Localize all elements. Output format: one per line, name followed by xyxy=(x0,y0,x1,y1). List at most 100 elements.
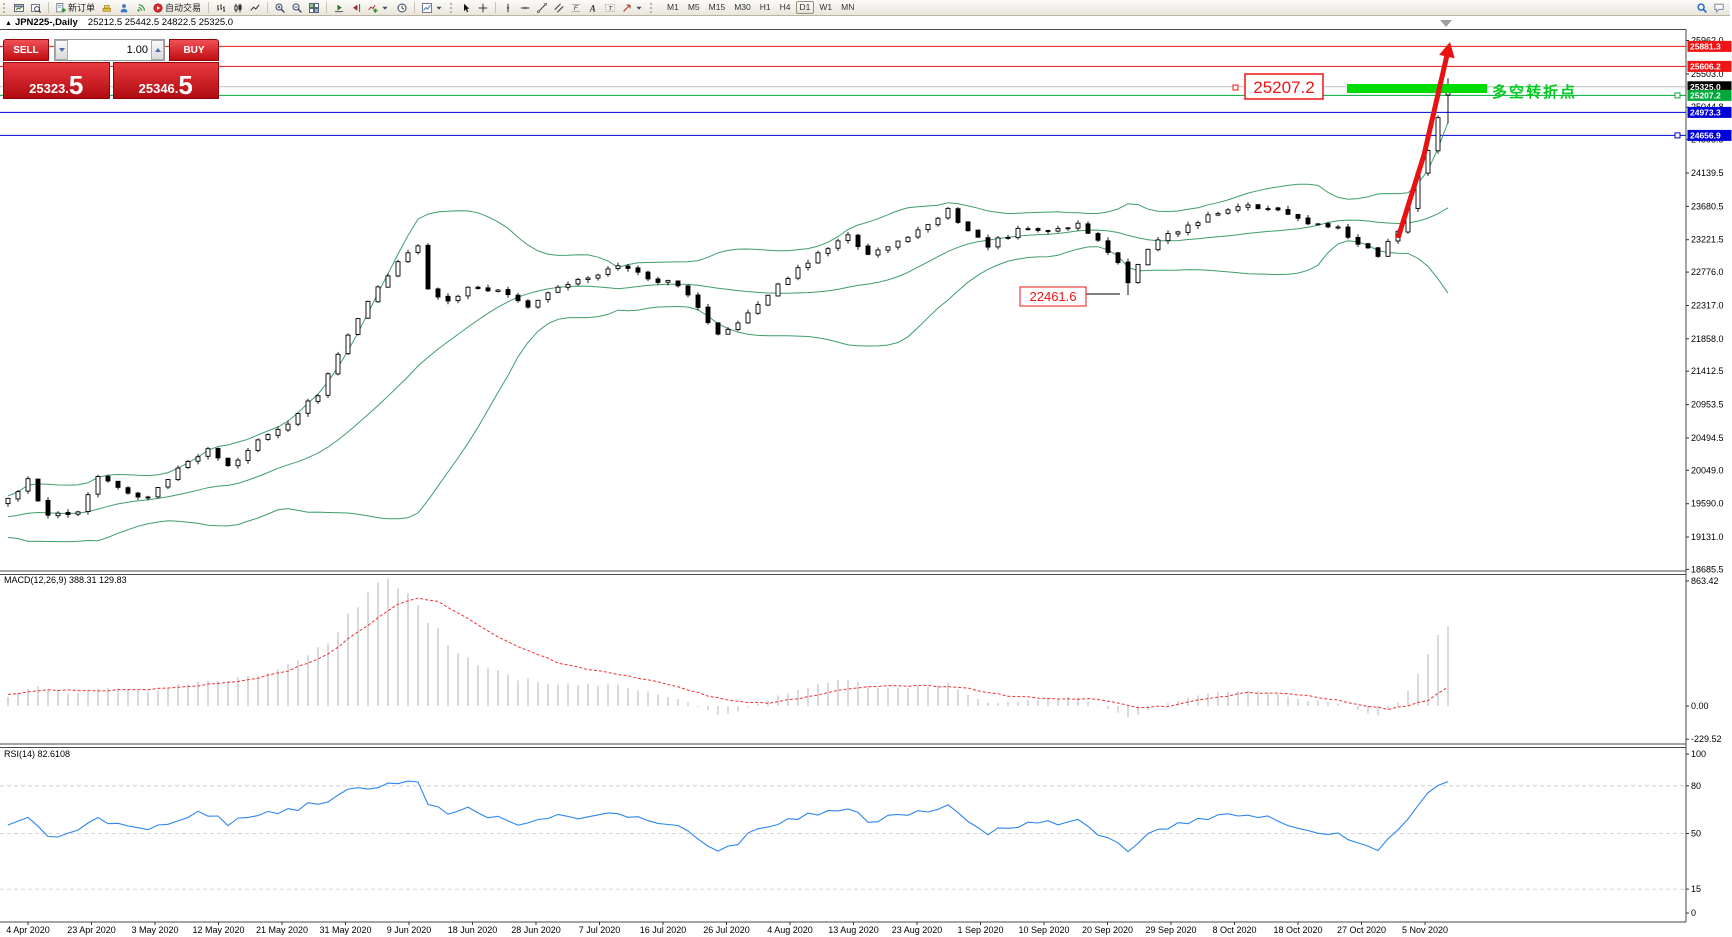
chat-button[interactable] xyxy=(1712,2,1726,14)
zoom-out-button[interactable] xyxy=(290,2,304,14)
data-window-button[interactable] xyxy=(29,2,43,14)
timeframe-mn[interactable]: MN xyxy=(841,2,855,12)
timeframe-w1[interactable]: W1 xyxy=(819,2,833,12)
line-chart-icon xyxy=(250,3,260,13)
tile-windows-button[interactable] xyxy=(307,2,321,14)
add-indicator-button[interactable] xyxy=(366,2,392,14)
latest-bar-marker xyxy=(1440,20,1452,27)
toolbar-grip xyxy=(3,2,8,13)
signals-button[interactable] xyxy=(134,2,148,14)
volume-spinner xyxy=(54,39,165,61)
volume-increase-button[interactable] xyxy=(151,40,164,60)
period-button[interactable] xyxy=(395,2,409,14)
autotrading-button[interactable]: 自动交易 xyxy=(151,2,203,14)
svg-text:18685.5: 18685.5 xyxy=(1691,564,1724,574)
line-chart-button[interactable] xyxy=(248,2,262,14)
candlestick-chart-icon xyxy=(233,3,243,13)
buy-price[interactable]: 25346. 5 xyxy=(112,62,219,99)
toolbar-grip xyxy=(450,2,455,13)
sell-price[interactable]: 25323. 5 xyxy=(3,62,110,99)
chart-shift-icon xyxy=(351,3,361,13)
separator xyxy=(267,2,269,13)
toolbar: 新订单 自动交易 F A T M1 M5 M15 M30 H1 H4 D1 W1 MN xyxy=(0,0,1730,16)
svg-text:28 Jun 2020: 28 Jun 2020 xyxy=(511,925,561,935)
sell-button[interactable]: SELL xyxy=(3,39,49,61)
candlestick-chart-button[interactable] xyxy=(231,2,245,14)
auto-scroll-icon xyxy=(334,3,344,13)
zoom-in-button[interactable] xyxy=(273,2,287,14)
gold-icon xyxy=(102,3,112,13)
rsi-line xyxy=(7,780,1449,853)
crosshair-icon xyxy=(478,3,488,13)
pane-borders xyxy=(0,29,1687,923)
svg-text:23 Apr 2020: 23 Apr 2020 xyxy=(67,925,116,935)
svg-text:25881.3: 25881.3 xyxy=(1690,42,1721,52)
trend-arrow-head xyxy=(1439,42,1455,59)
chart-info-bar: ▲ JPN225-,Daily 25212.5 25442.5 24822.5 25… xyxy=(5,17,233,28)
chat-icon xyxy=(1714,3,1724,13)
timeframe-m15[interactable]: M15 xyxy=(708,2,726,12)
svg-text:0: 0 xyxy=(1691,908,1696,918)
cursor-button[interactable] xyxy=(459,2,473,14)
buy-button[interactable]: BUY xyxy=(169,39,219,61)
chart-profile-icon xyxy=(422,2,433,13)
crosshair-button[interactable] xyxy=(476,2,490,14)
svg-text:F: F xyxy=(574,5,579,12)
svg-text:16 Jul 2020: 16 Jul 2020 xyxy=(640,925,687,935)
separator xyxy=(208,2,210,13)
timeframe-m30[interactable]: M30 xyxy=(734,2,751,12)
vertical-line-button[interactable] xyxy=(501,2,515,14)
time-axis: 4 Apr 2020 23 Apr 2020 3 May 2020 12 May 20… xyxy=(6,922,1448,935)
chart-shift-button[interactable] xyxy=(349,2,363,14)
volume-input[interactable] xyxy=(68,40,151,60)
chart-drawings[interactable]: 多空转折点 25207.2 22461.6 xyxy=(1019,20,1577,307)
vertical-line-icon xyxy=(503,3,513,13)
svg-text:23680.5: 23680.5 xyxy=(1691,201,1724,211)
pivot-highlight-bar xyxy=(1347,84,1487,93)
svg-text:A: A xyxy=(589,3,596,13)
macd-histogram xyxy=(7,578,1449,717)
market-watch-button[interactable] xyxy=(117,2,131,14)
auto-scroll-button[interactable] xyxy=(332,2,346,14)
timeframe-h4[interactable]: H4 xyxy=(779,2,791,12)
trendline-button[interactable] xyxy=(535,2,549,14)
svg-text:20 Sep 2020: 20 Sep 2020 xyxy=(1082,925,1133,935)
clock-icon xyxy=(397,3,407,13)
timeframe-bar: M1 M5 M15 M30 H1 H4 D1 W1 MN xyxy=(663,1,858,14)
svg-text:T: T xyxy=(608,5,613,12)
svg-text:25207.2: 25207.2 xyxy=(1690,91,1721,101)
svg-text:1 Sep 2020: 1 Sep 2020 xyxy=(957,925,1003,935)
chart-window-button[interactable] xyxy=(12,2,26,14)
svg-text:10 Sep 2020: 10 Sep 2020 xyxy=(1018,925,1069,935)
arrows-button[interactable] xyxy=(620,2,646,14)
text-label-button[interactable]: T xyxy=(603,2,617,14)
text-button[interactable]: A xyxy=(586,2,600,14)
separator xyxy=(48,2,49,13)
market-watch-icon xyxy=(119,3,129,13)
rsi-label: RSI(14) 82.6108 xyxy=(4,749,70,759)
chevron-down-icon xyxy=(634,3,644,13)
channel-button[interactable] xyxy=(552,2,566,14)
new-order-button[interactable]: 新订单 xyxy=(54,2,97,14)
toolbar-grip xyxy=(650,2,655,13)
horizontal-line-button[interactable] xyxy=(518,2,532,14)
volume-decrease-button[interactable] xyxy=(55,40,68,60)
svg-text:15: 15 xyxy=(1691,884,1701,894)
timeframe-m1[interactable]: M1 xyxy=(667,2,679,12)
timeframe-h1[interactable]: H1 xyxy=(759,2,771,12)
gold-chart-button[interactable] xyxy=(100,2,114,14)
timeframe-d1[interactable]: D1 xyxy=(795,1,815,14)
svg-text:9 Jun 2020: 9 Jun 2020 xyxy=(387,925,432,935)
svg-text:24973.3: 24973.3 xyxy=(1690,108,1721,118)
search-button[interactable] xyxy=(1695,2,1709,14)
one-click-trading-panel: SELL BUY 25323.5 25346.5 xyxy=(3,39,219,99)
fibonacci-button[interactable]: F xyxy=(569,2,583,14)
svg-text:12 May 2020: 12 May 2020 xyxy=(192,925,244,935)
new-order-icon xyxy=(56,2,66,13)
svg-text:21858.0: 21858.0 xyxy=(1691,334,1724,344)
timeframe-m5[interactable]: M5 xyxy=(687,2,700,12)
templates-button[interactable] xyxy=(420,2,446,14)
bar-chart-button[interactable] xyxy=(214,2,228,14)
svg-text:24139.5: 24139.5 xyxy=(1691,168,1724,178)
